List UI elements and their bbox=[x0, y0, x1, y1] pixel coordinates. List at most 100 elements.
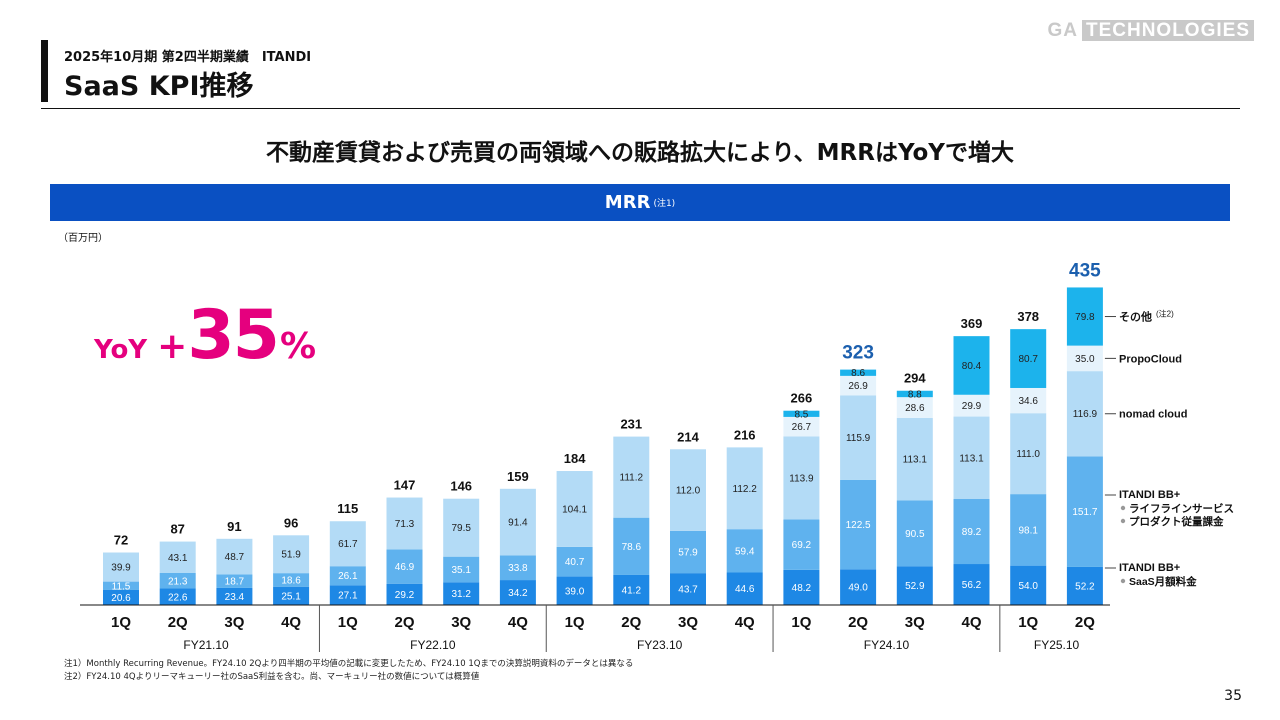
yoy-growth-callout: YoY +35% bbox=[94, 296, 316, 375]
data-label-bb_life: 59.4 bbox=[735, 546, 755, 557]
mrr-banner: MRR (注1) bbox=[50, 184, 1230, 221]
bar-segment-bb_saas bbox=[783, 569, 820, 605]
legend-bb-saas-title: ITANDI BB+ bbox=[1119, 562, 1180, 574]
bar-segment-nomad bbox=[329, 521, 366, 567]
bar-total-label: 231 bbox=[620, 417, 642, 432]
bar-segment-bb_life bbox=[840, 479, 877, 570]
x-tick-label: 2Q bbox=[394, 614, 414, 631]
legend-bb-life-item: ライフラインサービス bbox=[1129, 502, 1234, 515]
bar-segment-nomad bbox=[1010, 413, 1047, 495]
x-tick-label: 4Q bbox=[961, 614, 981, 631]
bar-segment-bb_life bbox=[329, 566, 366, 586]
legend-bullet bbox=[1120, 578, 1126, 584]
bar-segment-bb_life bbox=[613, 517, 650, 575]
data-label-bb_life: 90.5 bbox=[905, 529, 925, 540]
data-label-bb_saas: 25.1 bbox=[281, 591, 301, 602]
bar-segment-propo bbox=[783, 416, 820, 437]
bar-segment-propo bbox=[840, 375, 877, 396]
bar-segment-bb_life bbox=[726, 529, 763, 573]
data-label-other: 79.8 bbox=[1075, 312, 1095, 323]
bar-total-label: 72 bbox=[114, 533, 128, 548]
bar-total-label: 96 bbox=[284, 515, 298, 530]
data-label-nomad: 39.9 bbox=[111, 563, 131, 574]
data-label-other: 8.6 bbox=[851, 368, 865, 379]
header-divider bbox=[41, 108, 1240, 109]
data-label-propo: 29.9 bbox=[962, 401, 982, 412]
bar-segment-other bbox=[953, 336, 990, 395]
logo-technologies: TECHNOLOGIES bbox=[1081, 20, 1254, 41]
page-title: SaaS KPI推移 bbox=[64, 71, 254, 102]
bar-total-label: 91 bbox=[227, 519, 241, 534]
bar-segment-bb_saas bbox=[499, 580, 536, 605]
bar-total-label: 146 bbox=[450, 479, 472, 494]
bar-segment-bb_saas bbox=[1010, 565, 1047, 605]
data-label-bb_saas: 48.2 bbox=[792, 583, 812, 594]
bar-segment-nomad bbox=[953, 416, 990, 500]
bar-total-label: 369 bbox=[961, 316, 983, 331]
bar-segment-nomad bbox=[103, 552, 139, 582]
legend-propocloud: PropoCloud bbox=[1119, 353, 1182, 365]
bar-segment-nomad bbox=[726, 447, 763, 530]
bar-total-label: 115 bbox=[337, 501, 358, 516]
bar-segment-nomad bbox=[386, 497, 423, 550]
bar-segment-bb_life bbox=[670, 530, 706, 574]
data-label-bb_saas: 52.9 bbox=[905, 581, 925, 592]
fiscal-year-label: FY21.10 bbox=[183, 638, 229, 652]
yoy-sign: + bbox=[157, 326, 188, 367]
footnote-2: 注2）FY24.10 4Qよりリーマキューリー社のSaaS利益を含む。尚、マーキ… bbox=[64, 672, 480, 682]
data-label-nomad: 91.4 bbox=[508, 518, 528, 529]
bar-segment-nomad bbox=[216, 538, 253, 575]
bar-total-label: 159 bbox=[507, 469, 529, 484]
data-label-bb_life: 151.7 bbox=[1072, 507, 1097, 518]
bar-segment-nomad bbox=[159, 541, 196, 573]
bar-segment-bb_life bbox=[103, 581, 139, 590]
yoy-suffix: % bbox=[279, 326, 317, 367]
bar-segment-propo bbox=[896, 397, 933, 419]
data-label-bb_life: 78.6 bbox=[622, 542, 642, 553]
data-label-bb_saas: 49.0 bbox=[848, 583, 868, 594]
bar-segment-nomad bbox=[783, 436, 820, 520]
data-label-nomad: 115.9 bbox=[846, 433, 871, 444]
bar-segment-bb_life bbox=[953, 499, 990, 565]
company-logo: GA TECHNOLOGIES bbox=[1047, 20, 1254, 42]
data-label-bb_life: 89.2 bbox=[962, 527, 982, 538]
bar-total-label: 266 bbox=[791, 391, 813, 406]
data-label-bb_saas: 52.2 bbox=[1075, 581, 1095, 592]
bar-segment-other bbox=[1010, 329, 1047, 388]
legend-other: その他 bbox=[1119, 310, 1152, 324]
data-label-nomad: 48.7 bbox=[225, 552, 245, 563]
data-label-nomad: 111.2 bbox=[620, 473, 644, 484]
bar-segment-bb_saas bbox=[726, 572, 763, 605]
data-label-nomad: 113.1 bbox=[959, 453, 984, 464]
data-label-bb_life: 98.1 bbox=[1018, 525, 1038, 536]
bar-segment-bb_life bbox=[1010, 494, 1047, 566]
data-label-propo: 26.7 bbox=[792, 422, 812, 433]
page-number: 35 bbox=[1224, 688, 1242, 704]
data-label-nomad: 111.0 bbox=[1016, 449, 1040, 460]
bar-segment-bb_life bbox=[273, 573, 310, 587]
bar-segment-bb_life bbox=[443, 556, 480, 583]
data-label-bb_saas: 27.1 bbox=[338, 591, 358, 602]
data-label-bb_saas: 20.6 bbox=[111, 593, 131, 604]
footnote-1: 注1）Monthly Recurring Revenue。FY24.10 2Qよ… bbox=[64, 659, 634, 669]
data-label-bb_saas: 31.2 bbox=[451, 589, 471, 600]
bar-segment-bb_life bbox=[896, 500, 933, 567]
bar-segment-bb_saas bbox=[216, 587, 253, 605]
data-label-propo: 34.6 bbox=[1018, 396, 1038, 407]
data-label-nomad: 71.3 bbox=[395, 519, 415, 530]
yoy-value: 35 bbox=[187, 296, 280, 375]
data-label-bb_life: 57.9 bbox=[678, 548, 698, 559]
x-tick-label: 3Q bbox=[224, 614, 244, 631]
bar-segment-other bbox=[783, 410, 820, 417]
data-label-bb_life: 26.1 bbox=[338, 571, 358, 582]
data-label-bb_life: 21.3 bbox=[168, 576, 188, 587]
x-tick-label: 2Q bbox=[1075, 614, 1095, 631]
bar-segment-bb_saas bbox=[273, 586, 310, 605]
bar-segment-nomad bbox=[273, 535, 310, 574]
bar-segment-bb_saas bbox=[556, 576, 593, 605]
bar-segment-bb_saas bbox=[953, 564, 990, 605]
fiscal-year-label: FY23.10 bbox=[637, 638, 683, 652]
data-label-bb_life: 69.2 bbox=[792, 540, 812, 551]
x-tick-label: 3Q bbox=[451, 614, 471, 631]
